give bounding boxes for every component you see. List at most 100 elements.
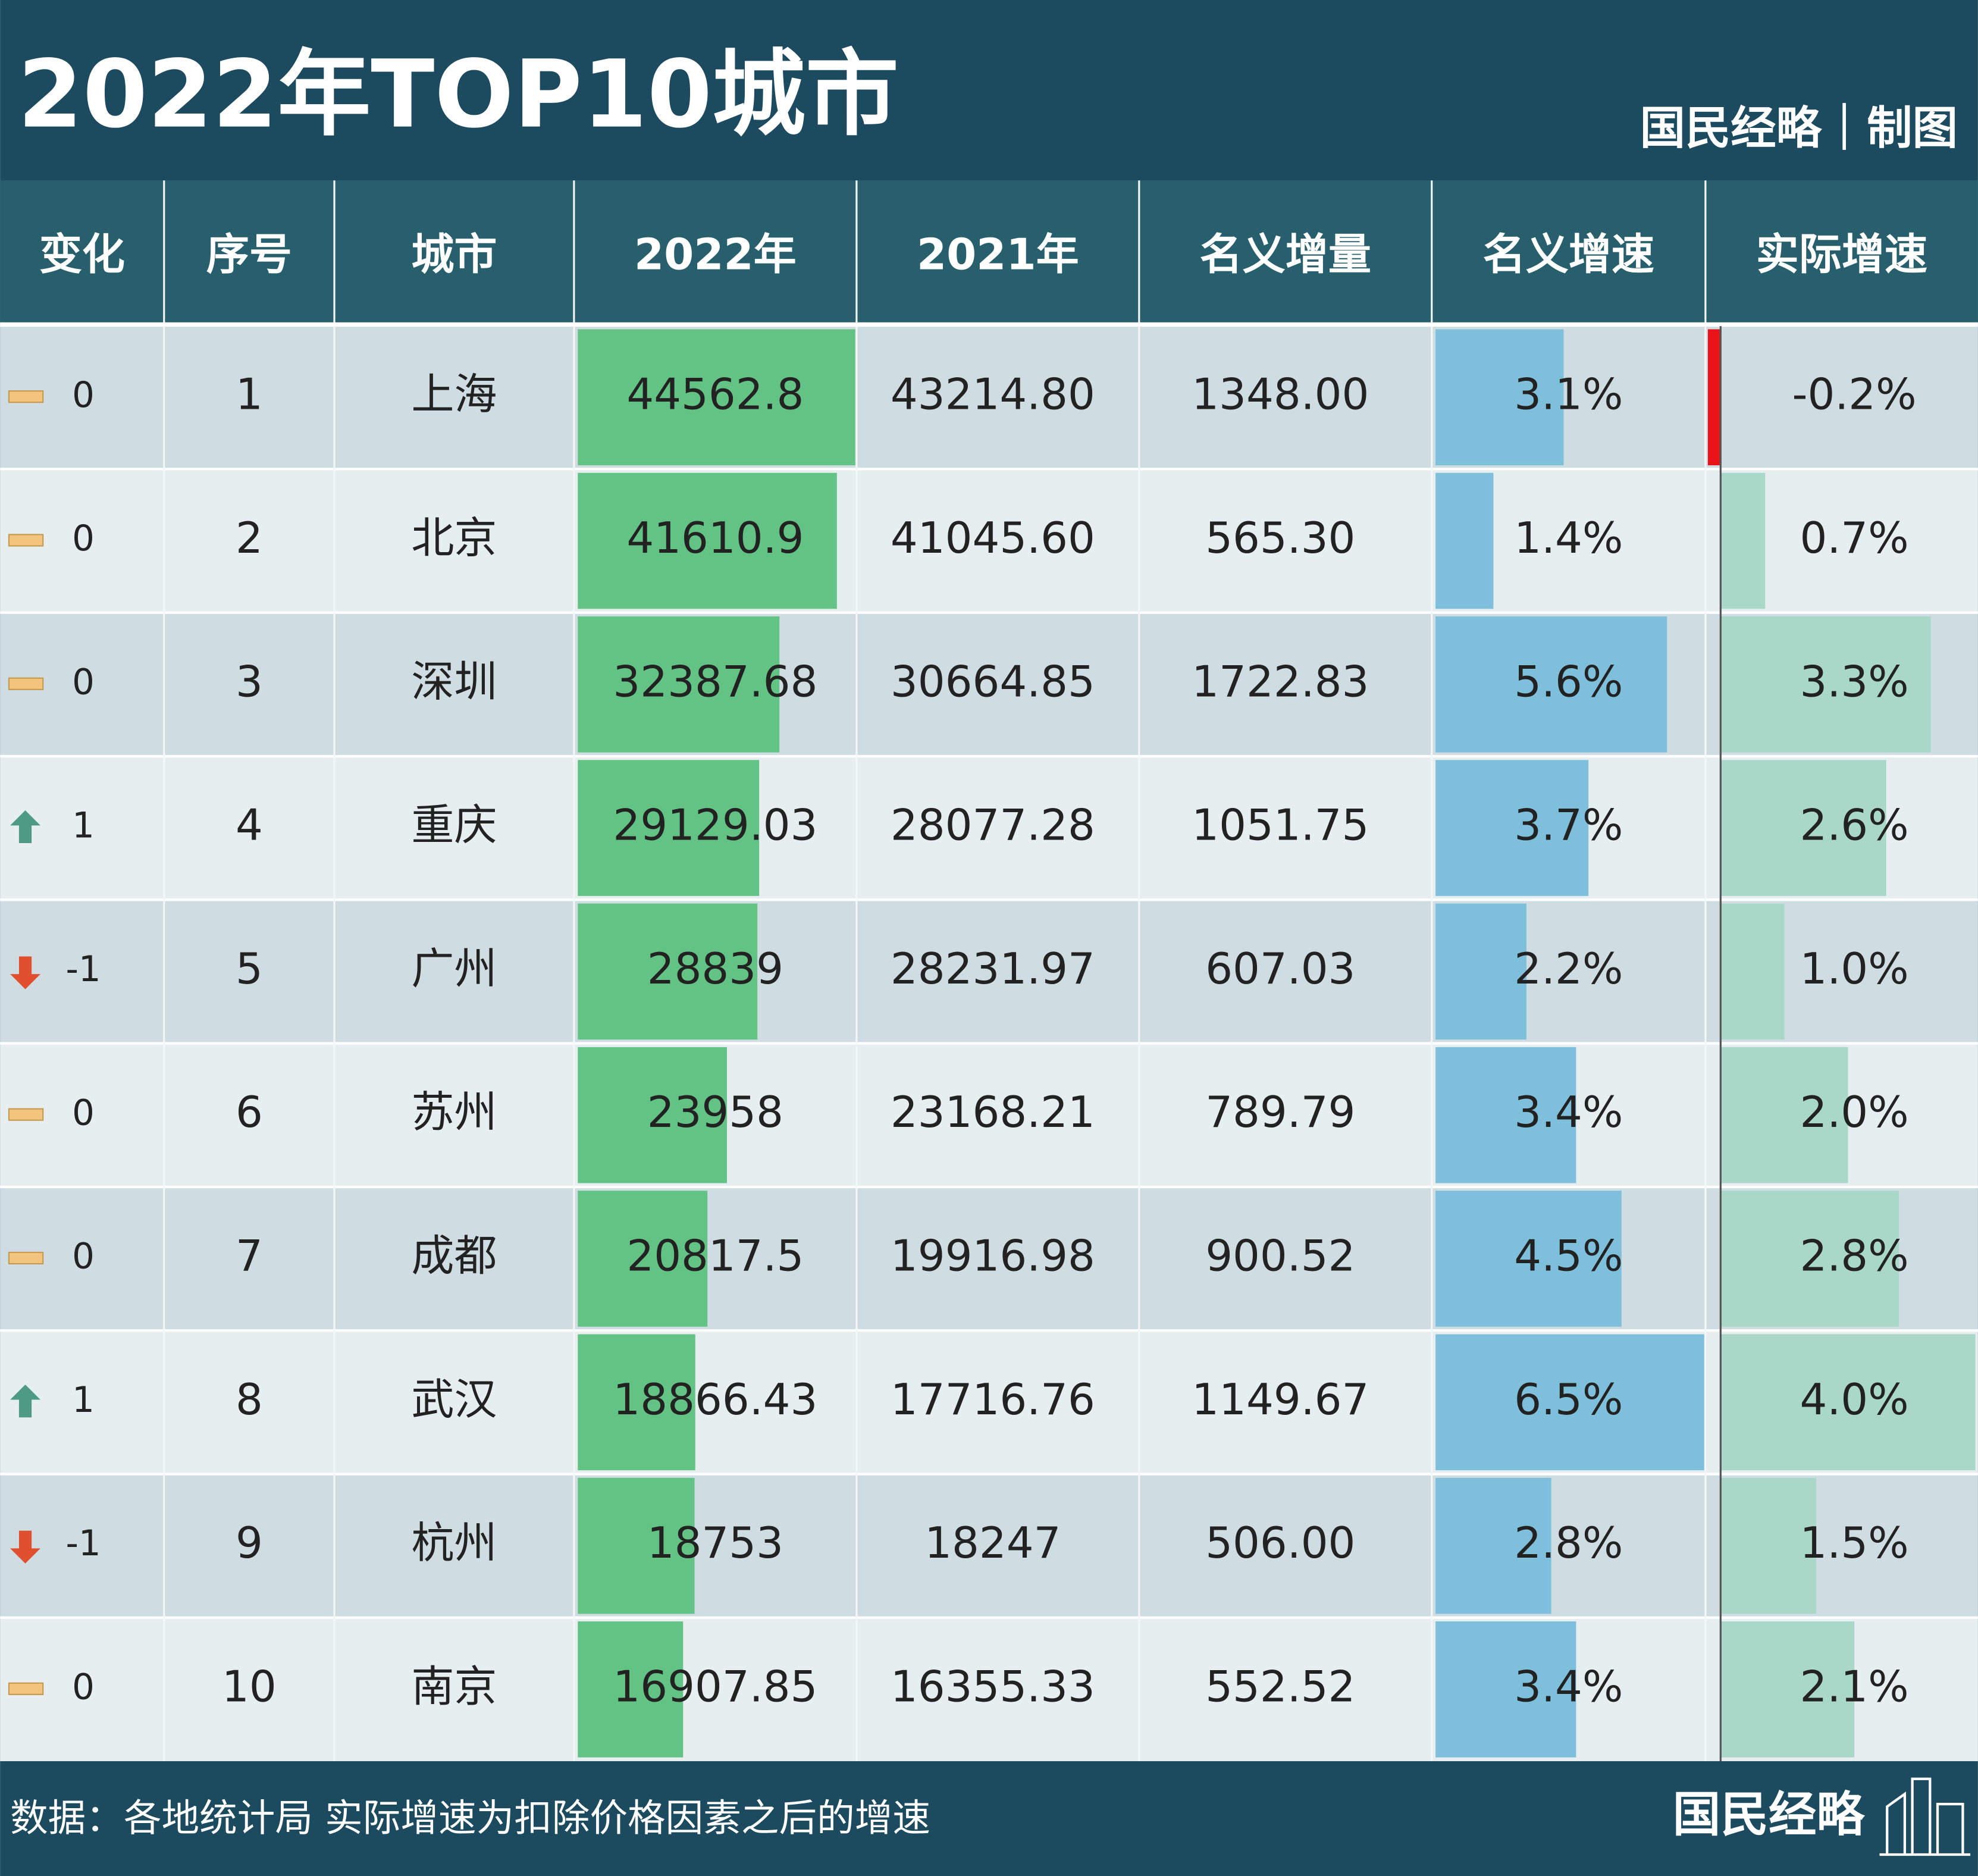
down-arrow xyxy=(10,1530,40,1564)
row-background xyxy=(0,1043,1978,1187)
change-value: 0 xyxy=(72,518,95,559)
gdp-bar xyxy=(578,1334,695,1471)
cell-text: 南京 xyxy=(411,1662,497,1712)
gdp-bar xyxy=(578,760,760,896)
cell-text: 广州 xyxy=(411,944,497,994)
change-value: -1 xyxy=(65,949,101,990)
cell-text: 20817.5 xyxy=(626,1232,804,1282)
flat-marker xyxy=(8,534,44,547)
footer-note: 数据：各地统计局 实际增速为扣除价格因素之后的增速 xyxy=(10,1796,930,1840)
cell-text: 28077.28 xyxy=(891,801,1095,851)
gdp-bar xyxy=(578,903,758,1040)
nominal-growth-bar xyxy=(1435,1191,1622,1327)
change-value: 1 xyxy=(72,806,95,847)
nominal-growth-bar xyxy=(1435,1047,1576,1183)
cell-text: 10 xyxy=(222,1662,277,1712)
gdp-bar xyxy=(578,1191,708,1327)
cell-text: 杭州 xyxy=(411,1518,497,1568)
cell-text: 武汉 xyxy=(411,1375,497,1425)
cell-text: 4.5% xyxy=(1514,1232,1623,1282)
cell-text: 9 xyxy=(236,1518,263,1568)
cell-text: 552.52 xyxy=(1205,1662,1355,1712)
flat-marker xyxy=(8,677,44,690)
real-growth-bar xyxy=(1720,903,1785,1040)
cell-text: 苏州 xyxy=(411,1088,497,1138)
nominal-growth-bar xyxy=(1435,760,1589,896)
cell-text: 上海 xyxy=(411,370,497,420)
cell-text: 16355.33 xyxy=(891,1662,1095,1712)
cell-text: 2.6% xyxy=(1800,801,1909,851)
gdp-bar xyxy=(578,1047,728,1183)
cell-text: 28839 xyxy=(647,944,783,994)
real-growth-bar xyxy=(1707,329,1721,465)
change-value: 0 xyxy=(72,1236,95,1277)
gdp-bar xyxy=(578,329,855,465)
cell-text: 16907.85 xyxy=(613,1662,817,1712)
real-growth-bar xyxy=(1720,616,1931,753)
cell-text: 3 xyxy=(236,657,263,707)
row-background xyxy=(0,1474,1978,1618)
nominal-growth-bar xyxy=(1435,329,1564,465)
cell-text: 23168.21 xyxy=(891,1088,1095,1138)
cell-text: 3.1% xyxy=(1514,370,1623,420)
change-value: 0 xyxy=(72,662,95,703)
real-growth-bar xyxy=(1720,472,1766,609)
cell-text: 41045.60 xyxy=(891,513,1095,563)
cell-text: 17716.76 xyxy=(891,1375,1095,1425)
cell-text: 2.8% xyxy=(1800,1232,1909,1282)
cell-text: 900.52 xyxy=(1205,1232,1355,1282)
cell-text: 18753 xyxy=(647,1518,783,1568)
cell-text: 深圳 xyxy=(411,657,497,707)
column-header: 名义增量 xyxy=(1200,230,1371,280)
row-background xyxy=(0,900,1978,1044)
cell-text: 29129.03 xyxy=(613,801,817,851)
up-arrow xyxy=(10,1385,40,1418)
cell-text: 2.2% xyxy=(1514,944,1623,994)
cell-text: 32387.68 xyxy=(613,657,817,707)
cell-text: 2.8% xyxy=(1514,1518,1623,1568)
column-header: 2022年 xyxy=(634,230,797,280)
real-growth-bar xyxy=(1720,1191,1899,1327)
flat-marker xyxy=(8,1251,44,1265)
cell-text: 2.0% xyxy=(1800,1088,1909,1138)
down-arrow xyxy=(10,956,40,989)
change-value: 1 xyxy=(72,1380,95,1421)
cell-text: 0.7% xyxy=(1800,513,1909,563)
cell-text: 4.0% xyxy=(1800,1375,1909,1425)
cell-text: 565.30 xyxy=(1205,513,1355,563)
cell-text: 8 xyxy=(236,1375,263,1425)
cell-text: 重庆 xyxy=(411,801,497,851)
column-header: 变化 xyxy=(39,230,125,280)
flat-marker xyxy=(8,390,44,403)
cell-text: 19916.98 xyxy=(891,1232,1095,1282)
row-background xyxy=(0,756,1978,900)
row-background xyxy=(0,325,1978,469)
cell-text: 3.4% xyxy=(1514,1088,1623,1138)
cell-text: 18247 xyxy=(924,1518,1061,1568)
cell-text: 7 xyxy=(236,1232,263,1282)
real-growth-bar xyxy=(1720,1334,1976,1471)
title: 2022年TOP10城市 xyxy=(18,40,899,149)
column-header: 序号 xyxy=(206,230,292,280)
cell-text: 607.03 xyxy=(1205,944,1355,994)
cell-text: 北京 xyxy=(411,513,497,563)
cell-text: 2 xyxy=(236,513,263,563)
cell-text: -0.2% xyxy=(1792,370,1917,420)
cell-text: 506.00 xyxy=(1205,1518,1355,1568)
cell-text: 789.79 xyxy=(1205,1088,1355,1138)
change-value: 0 xyxy=(72,375,95,416)
change-value: 0 xyxy=(72,1092,95,1133)
cell-text: 30664.85 xyxy=(891,657,1095,707)
column-header: 实际增速 xyxy=(1756,230,1927,280)
nominal-growth-bar xyxy=(1435,472,1494,609)
change-value: 0 xyxy=(72,1667,95,1708)
cell-text: 1.4% xyxy=(1514,513,1623,563)
cell-text: 1348.00 xyxy=(1192,370,1369,420)
cell-text: 1149.67 xyxy=(1192,1375,1369,1425)
nominal-growth-bar xyxy=(1435,903,1526,1040)
up-arrow xyxy=(10,810,40,844)
real-growth-bar xyxy=(1720,1621,1855,1758)
real-growth-bar xyxy=(1720,1047,1848,1183)
flat-marker xyxy=(8,1108,44,1121)
nominal-growth-bar xyxy=(1435,1477,1551,1614)
